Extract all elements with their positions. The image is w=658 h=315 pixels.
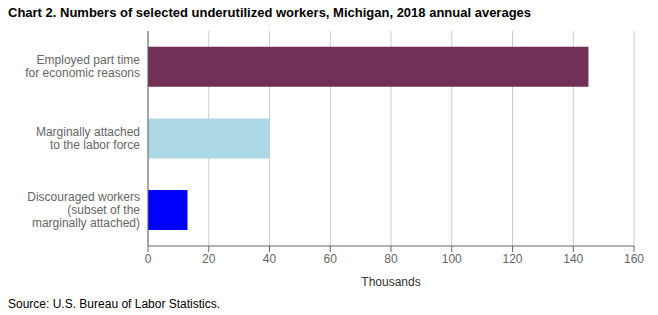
- html-text:Source: U.S. Bureau of Labor S: Source: U.S. Bureau of Labor Statistics.: [8, 297, 221, 311]
- svg-text:100: 100: [442, 252, 462, 266]
- svg-text:140: 140: [563, 252, 583, 266]
- svg-text:Discouraged workers(subset of: Discouraged workers(subset of themargina…: [27, 190, 140, 230]
- svg-text:Marginally attachedto the labo: Marginally attachedto the labor force: [36, 125, 140, 152]
- svg-text:60: 60: [324, 252, 338, 266]
- svg-text:40: 40: [263, 252, 277, 266]
- svg-text:20: 20: [202, 252, 216, 266]
- html-text:Chart 2. Numbers of selected u: Chart 2. Numbers of selected underutiliz…: [8, 5, 532, 20]
- svg-text:80: 80: [384, 252, 398, 266]
- svg-text:120: 120: [502, 252, 522, 266]
- svg-text:0: 0: [145, 252, 152, 266]
- svg-text:Thousands: Thousands: [361, 275, 420, 289]
- svg-text:160: 160: [624, 252, 644, 266]
- svg-text:Employed part timefor economic: Employed part timefor economic reasons: [25, 53, 140, 80]
